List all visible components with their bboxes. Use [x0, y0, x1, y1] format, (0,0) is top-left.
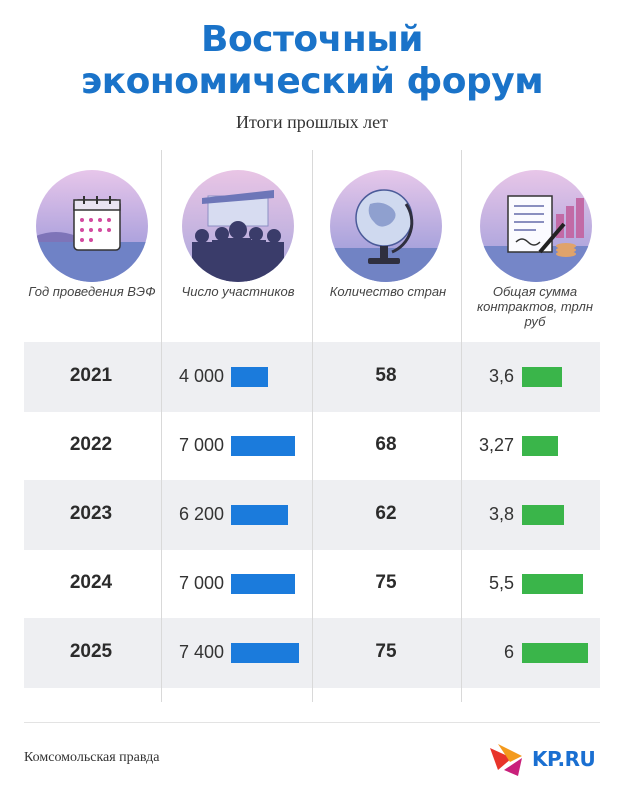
contracts-value: 3,8: [488, 504, 514, 524]
column-header-contracts: Общая сумма контрактов, трлн руб: [477, 284, 593, 329]
countries-value: 75: [375, 641, 397, 662]
column-divider: [312, 150, 313, 702]
contracts-value: 3,27: [478, 435, 514, 455]
kp-logo-text: KP.RU: [532, 747, 596, 771]
contracts-value: 3,6: [488, 366, 514, 386]
countries-value: 75: [375, 572, 397, 593]
countries-value: 68: [375, 434, 397, 455]
kp-bird-icon: [490, 744, 522, 776]
footer-divider: [24, 722, 600, 723]
countries-value: 62: [375, 503, 397, 524]
calendar-icon: [36, 170, 148, 282]
column-divider: [461, 150, 462, 702]
globe-icon: [330, 170, 442, 282]
column-header-countries: Количество стран: [329, 284, 447, 299]
participants-bar: [231, 505, 288, 525]
participants-bar: [231, 367, 268, 387]
contract-icon: [480, 170, 592, 282]
crowd-icon: [182, 170, 294, 282]
contracts-bar: [522, 436, 558, 456]
participants-value: 7 000: [178, 435, 224, 455]
participants-value: 6 200: [178, 504, 224, 524]
participants-value: 7 400: [178, 642, 224, 662]
participants-value: 4 000: [178, 366, 224, 386]
row-year: 2025: [69, 641, 113, 662]
source-credit: Комсомольская правда: [24, 750, 160, 765]
participants-value: 7 000: [178, 573, 224, 593]
contracts-value: 5,5: [488, 573, 514, 593]
column-header-participants: Число участников: [181, 284, 295, 299]
contracts-bar: [522, 505, 564, 525]
participants-bar: [231, 643, 299, 663]
participants-bar: [231, 574, 295, 594]
page-title-line1: Восточный: [201, 19, 423, 60]
page-title-line2: экономический форум: [80, 61, 544, 102]
contracts-bar: [522, 643, 588, 663]
contracts-value: 6: [503, 642, 514, 662]
countries-value: 58: [375, 365, 397, 386]
row-year: 2023: [69, 503, 113, 524]
column-header-year: Год проведения ВЭФ: [28, 284, 156, 299]
contracts-bar: [522, 574, 583, 594]
page-subtitle: Итоги прошлых лет: [235, 112, 389, 132]
row-year: 2024: [69, 572, 113, 593]
row-year: 2021: [69, 365, 113, 386]
column-divider: [161, 150, 162, 702]
participants-bar: [231, 436, 295, 456]
row-year: 2022: [69, 434, 113, 455]
contracts-bar: [522, 367, 562, 387]
